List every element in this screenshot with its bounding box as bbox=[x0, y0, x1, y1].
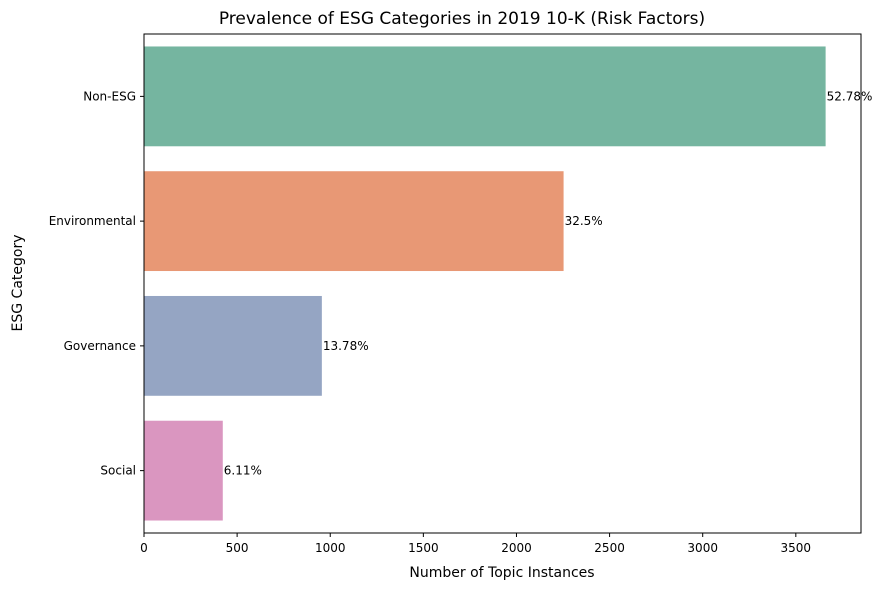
bar-environmental bbox=[144, 171, 564, 272]
x-tick-label: 500 bbox=[226, 541, 249, 555]
x-axis-label: Number of Topic Instances bbox=[409, 565, 594, 581]
x-tick-label: 3500 bbox=[781, 541, 812, 555]
data-label: 32.5% bbox=[565, 214, 603, 228]
x-tick-label: 2500 bbox=[594, 541, 625, 555]
bar-non-esg bbox=[144, 46, 826, 147]
x-tick-label: 1000 bbox=[315, 541, 346, 555]
plot-content: Non-ESG 52.78% Environmental 32.5% Governanc… bbox=[49, 46, 873, 555]
data-label: 6.11% bbox=[224, 464, 262, 478]
data-label: 13.78% bbox=[323, 339, 369, 353]
data-label: 52.78% bbox=[827, 89, 873, 103]
y-tick-label: Social bbox=[100, 464, 136, 478]
x-tick-label: 2000 bbox=[501, 541, 532, 555]
x-tick-label: 0 bbox=[140, 541, 148, 555]
y-tick-label: Non-ESG bbox=[83, 89, 136, 103]
y-tick-label: Environmental bbox=[49, 214, 136, 228]
chart-title: Prevalence of ESG Categories in 2019 10-… bbox=[219, 9, 705, 29]
bar-governance bbox=[144, 295, 322, 396]
bar-social bbox=[144, 420, 223, 521]
x-tick-label: 3000 bbox=[687, 541, 718, 555]
plot-frame bbox=[143, 33, 862, 534]
y-axis-label: ESG Category bbox=[10, 235, 26, 332]
x-tick-label: 1500 bbox=[408, 541, 439, 555]
y-tick-label: Governance bbox=[64, 339, 136, 353]
